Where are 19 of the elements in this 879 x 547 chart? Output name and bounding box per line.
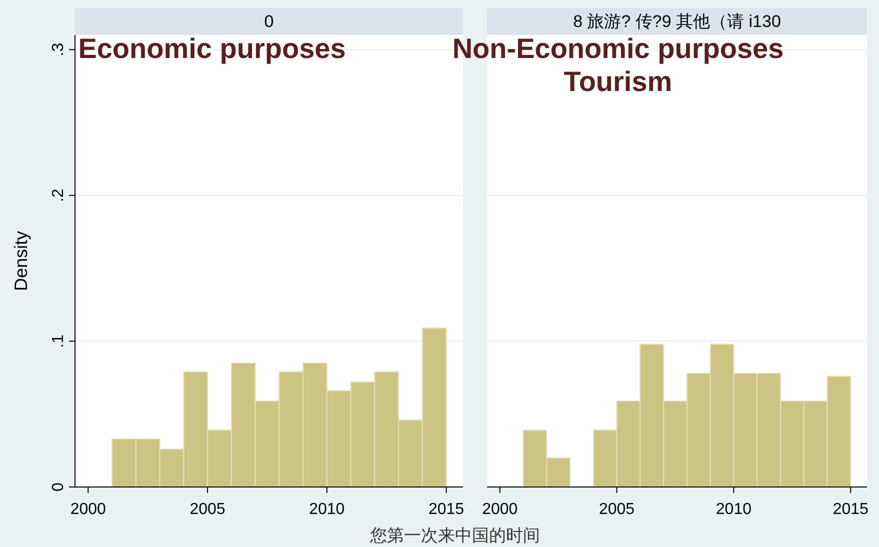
y-axis-title: Density <box>11 230 31 292</box>
y-tick-label: 0 <box>50 482 67 492</box>
y-tick-label: .1 <box>50 334 67 348</box>
chart-title: 8 旅游? 传?9 其他（请 i130 <box>573 12 781 31</box>
chart-title: 0 <box>264 12 274 31</box>
x-tick-label: 2010 <box>716 501 752 518</box>
y-tick-label: .3 <box>50 42 67 56</box>
x-tick-label: 2015 <box>428 501 464 518</box>
annotation: Economic purposes <box>78 33 346 64</box>
x-tick-label: 2005 <box>190 501 226 518</box>
x-tick-label: 2015 <box>832 501 869 518</box>
x-tick-label: 2010 <box>309 501 345 518</box>
x-axis-title: 您第一次来中国的时间 <box>369 526 540 546</box>
x-tick-label: 2000 <box>482 501 518 518</box>
annotation: Non-Economic purposes <box>452 33 784 64</box>
y-tick-label: .2 <box>50 188 67 202</box>
x-tick-label: 2005 <box>598 501 635 518</box>
x-tick-label: 2000 <box>70 501 106 518</box>
annotation: Tourism <box>564 66 672 97</box>
